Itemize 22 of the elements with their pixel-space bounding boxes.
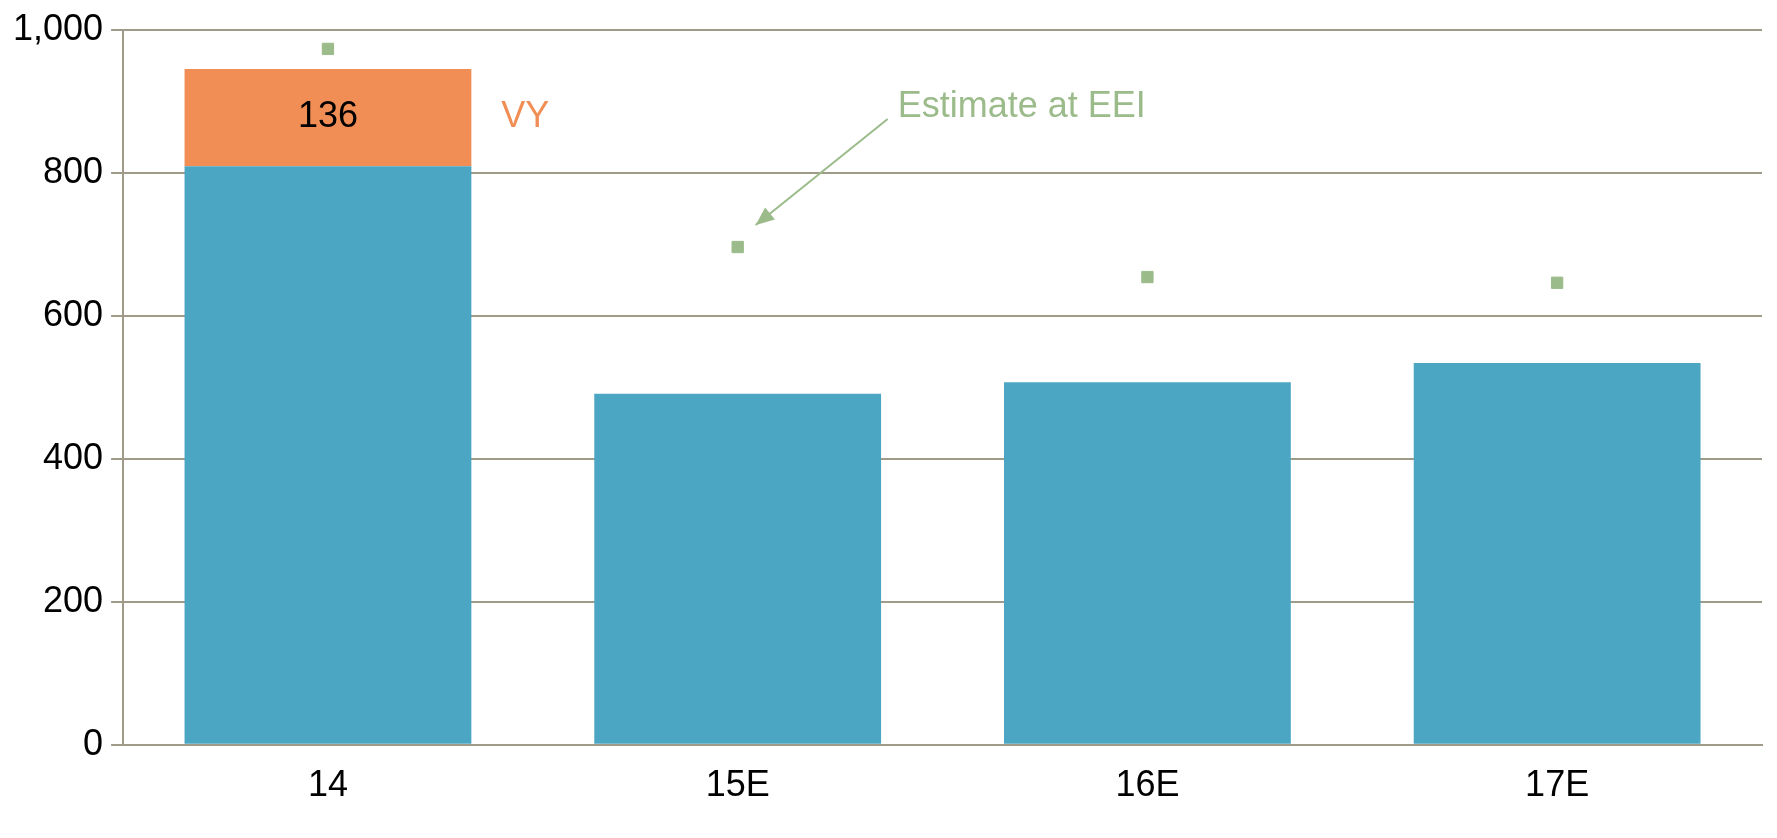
data-label: 136 (297, 94, 358, 136)
x-tick-label: 17E (1525, 763, 1590, 805)
x-tick-label: 15E (705, 763, 770, 805)
y-tick-label: 800 (43, 149, 104, 191)
point (731, 240, 744, 254)
bar (184, 166, 472, 744)
x-tick-label: 16E (1115, 763, 1180, 805)
bar (1413, 362, 1701, 744)
bar (1004, 382, 1291, 744)
bar (594, 393, 882, 744)
point (1550, 276, 1564, 289)
x-tick-label: 14 (307, 763, 348, 805)
bar (184, 68, 472, 167)
y-tick-label: 600 (43, 292, 104, 334)
point (321, 42, 335, 56)
y-tick-label: 0 (83, 721, 104, 763)
series-label: VY (501, 94, 550, 136)
annotation: Estimate at EEI (897, 83, 1146, 125)
y-tick-label: 400 (43, 435, 104, 477)
y-tick-label: 1,000 (12, 6, 104, 48)
point (1141, 270, 1154, 284)
y-tick-label: 200 (43, 578, 104, 620)
